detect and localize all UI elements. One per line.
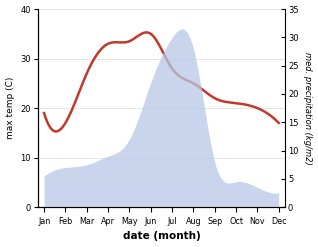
Y-axis label: med. precipitation (kg/m2): med. precipitation (kg/m2) [303,52,313,165]
X-axis label: date (month): date (month) [122,231,200,242]
Y-axis label: max temp (C): max temp (C) [5,77,15,139]
